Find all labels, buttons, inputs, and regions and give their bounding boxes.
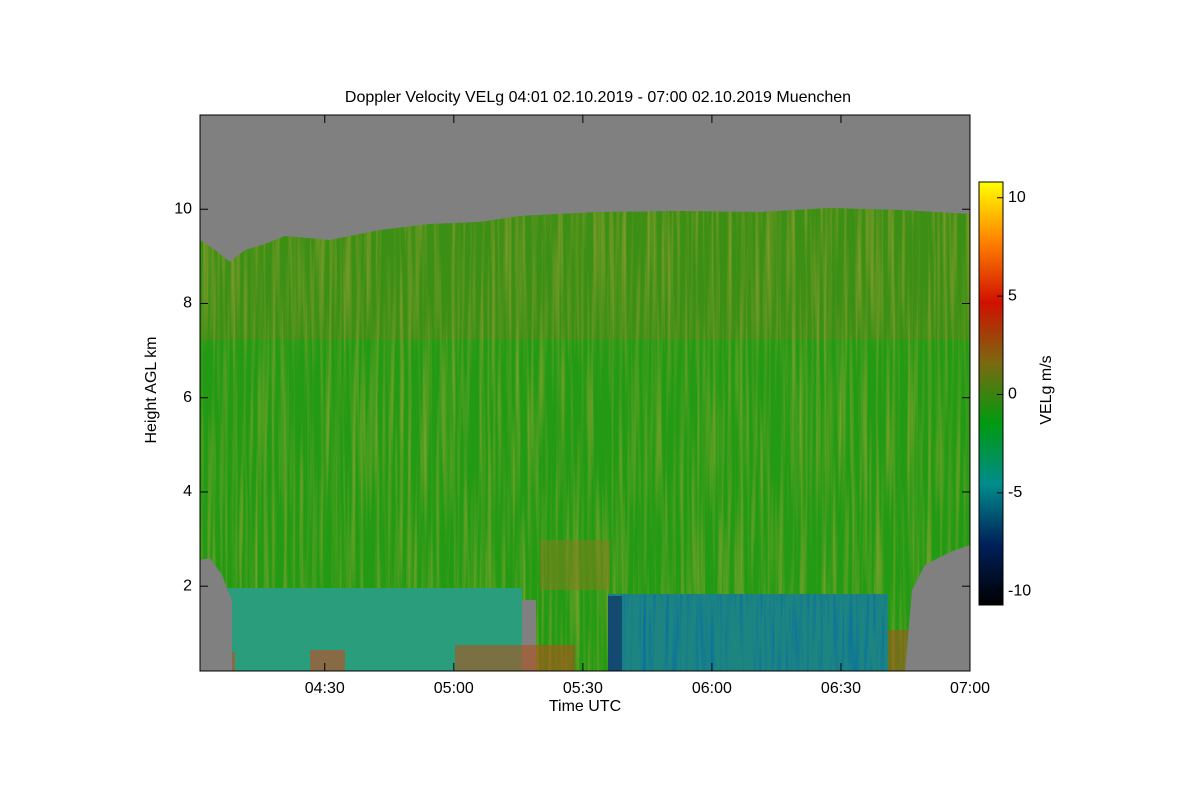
y-tick-label: 6 xyxy=(183,389,192,406)
chart-title: Doppler Velocity VELg 04:01 02.10.2019 -… xyxy=(345,89,851,106)
x-tick-label: 06:30 xyxy=(821,680,861,697)
y-tick-label: 4 xyxy=(183,483,192,500)
x-tick-label: 07:00 xyxy=(950,680,990,697)
colorbar-tick-label: -10 xyxy=(1008,582,1031,599)
velocity-field xyxy=(200,115,970,671)
x-tick-label: 05:30 xyxy=(563,680,603,697)
y-tick-label: 2 xyxy=(183,577,192,594)
x-tick-label: 05:00 xyxy=(434,680,474,697)
y-tick-label: 10 xyxy=(174,200,192,217)
y-axis-label: Height AGL km xyxy=(143,336,160,443)
colorbar-tick-label: 10 xyxy=(1008,189,1026,206)
y-tick-label: 8 xyxy=(183,295,192,312)
x-tick-label: 06:00 xyxy=(692,680,732,697)
x-tick-label: 04:30 xyxy=(305,680,345,697)
x-axis-label: Time UTC xyxy=(549,698,621,715)
colorbar xyxy=(978,181,1004,606)
colorbar-tick-label: 5 xyxy=(1008,287,1017,304)
colorbar-tick-label: 0 xyxy=(1008,386,1017,403)
plot-frame xyxy=(199,114,971,672)
colorbar-label: VELg m/s xyxy=(1038,355,1055,424)
colorbar-tick-label: -5 xyxy=(1008,484,1022,501)
